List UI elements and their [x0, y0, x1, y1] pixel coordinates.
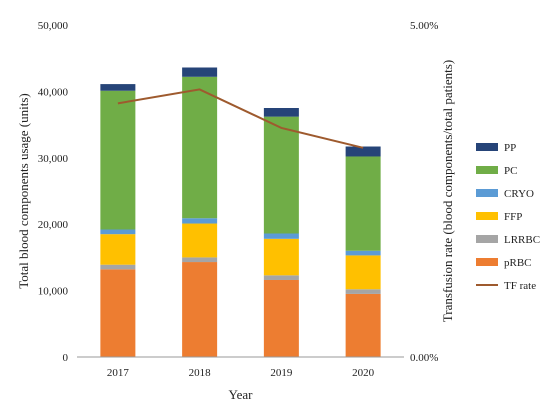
bar-pc-2017: [100, 90, 136, 230]
x-axis-ticks: 2017 2018 2019 2020: [107, 367, 375, 379]
x-tick-label: 2020: [352, 367, 375, 379]
right-axis-ticks: 0.00% 5.00%: [410, 20, 438, 364]
legend-swatch-ffp: [476, 212, 498, 220]
y2-tick-label: 0.00%: [410, 352, 438, 364]
bar-pp-2018: [182, 67, 218, 77]
bar-cryo-2019: [263, 233, 299, 239]
x-axis-title: Year: [229, 387, 254, 402]
bar-cryo-2020: [345, 250, 381, 256]
y-tick-label: 0: [63, 352, 69, 364]
bar-lrrbc-2018: [182, 257, 218, 263]
bar-pp-2017: [100, 84, 136, 91]
legend-label: LRRBC: [504, 234, 540, 246]
bar-lrrbc-2019: [263, 275, 299, 280]
y2-axis-title: Transfusion rate (blood components/total…: [440, 60, 455, 322]
bar-pp-2020: [345, 146, 381, 157]
x-tick-label: 2019: [270, 367, 293, 379]
y-tick-label: 30,000: [38, 153, 69, 165]
legend-swatch-pc: [476, 166, 498, 174]
bar-pc-2018: [182, 76, 218, 219]
bar-pc-2019: [263, 116, 299, 234]
bar-pp-2019: [263, 108, 299, 117]
tf-rate-line: [117, 88, 364, 149]
bar-ffp-2019: [263, 238, 299, 276]
y-tick-label: 10,000: [38, 286, 69, 298]
bar-cryo-2018: [182, 218, 218, 224]
bar-pc-2020: [345, 156, 381, 251]
legend-label: CRYO: [504, 188, 534, 200]
legend-label: PP: [504, 142, 516, 154]
bar-prbc-2018: [182, 262, 218, 357]
x-tick-label: 2018: [189, 367, 212, 379]
legend-label: pRBC: [504, 257, 532, 269]
legend-swatch-lrrbc: [476, 235, 498, 243]
legend-swatch-cryo: [476, 189, 498, 197]
legend-label: FFP: [504, 211, 522, 223]
legend-label: PC: [504, 165, 517, 177]
y-tick-label: 20,000: [38, 219, 69, 231]
legend-swatch-pp: [476, 143, 498, 151]
bar-cryo-2017: [100, 229, 136, 235]
y-axis-title: Total blood components usage (units): [16, 93, 31, 289]
y2-tick-label: 5.00%: [410, 20, 438, 32]
bar-prbc-2019: [263, 279, 299, 357]
bars: [100, 67, 381, 357]
bar-lrrbc-2020: [345, 289, 381, 294]
tf-rate-line-group: [117, 88, 364, 149]
bar-lrrbc-2017: [100, 264, 136, 270]
y-tick-label: 50,000: [38, 20, 69, 32]
legend-label: TF rate: [504, 280, 536, 292]
y-tick-label: 40,000: [38, 86, 69, 98]
bar-ffp-2020: [345, 255, 381, 290]
left-axis-ticks: 0 10,000 20,000 30,000 40,000 50,000: [38, 20, 69, 364]
x-tick-label: 2017: [107, 367, 130, 379]
bar-ffp-2018: [182, 223, 218, 258]
bar-ffp-2017: [100, 234, 136, 265]
bar-prbc-2020: [345, 293, 381, 357]
legend: PP PC CRYO FFP LRRBC pRBC TF rate: [476, 142, 540, 292]
bar-prbc-2017: [100, 269, 136, 357]
legend-swatch-prbc: [476, 258, 498, 266]
